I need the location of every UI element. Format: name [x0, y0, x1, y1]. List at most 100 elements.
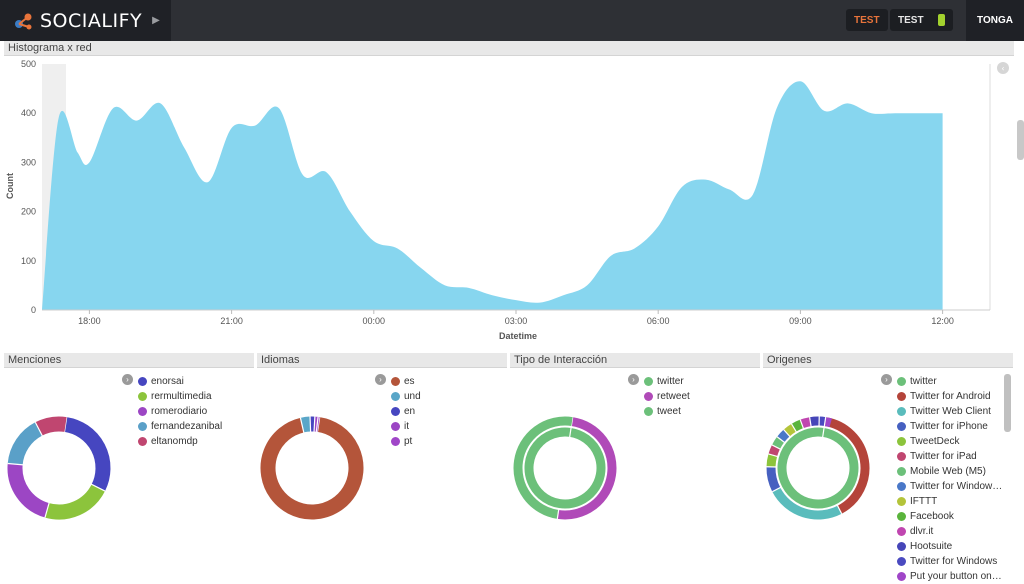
legend-toggle-icon[interactable]: › [375, 374, 386, 385]
legend-item[interactable]: twitter [644, 374, 690, 389]
status-swatch [938, 14, 945, 26]
legend-swatch [391, 407, 400, 416]
legend-item[interactable]: IFTTT [897, 494, 1002, 509]
legend-label: eltanomdp [151, 436, 198, 447]
brand-menu[interactable]: SOCIALIFY ▶ [0, 0, 171, 41]
legend-toggle-icon[interactable]: › [122, 374, 133, 385]
user-menu[interactable]: TONGA [966, 0, 1024, 41]
donut-slice[interactable] [819, 421, 825, 422]
chevron-right-icon: ▶ [152, 15, 160, 26]
donut-slice[interactable] [825, 422, 831, 423]
legend-item[interactable]: und [391, 389, 421, 404]
histogram-title: Histograma x red [4, 41, 1014, 56]
legend-item[interactable]: es [391, 374, 421, 389]
brand-name: SOCIALIFY [40, 10, 142, 32]
donut-slice[interactable] [802, 422, 811, 424]
legend-item[interactable]: it [391, 419, 421, 434]
x-tick-label: 03:00 [505, 316, 528, 326]
legend-swatch [391, 422, 400, 431]
legend-swatch [897, 557, 906, 566]
legend-item[interactable]: eltanomdp [138, 434, 222, 449]
legend-item[interactable]: fernandezanibal [138, 419, 222, 434]
legend-item[interactable]: Mobile Web (M5) [897, 464, 1002, 479]
test-toggle-button[interactable]: TEST [890, 9, 953, 31]
legend-swatch [138, 407, 147, 416]
donut-slice[interactable] [781, 433, 787, 439]
donut-hole [787, 437, 849, 499]
socialify-logo-icon [14, 11, 34, 31]
legend-label: und [404, 391, 421, 402]
legend-swatch [897, 452, 906, 461]
legend-item[interactable]: enorsai [138, 374, 222, 389]
legend-swatch [897, 407, 906, 416]
histogram-area [42, 81, 943, 310]
y-tick-label: 500 [21, 59, 36, 69]
x-tick-label: 21:00 [220, 316, 243, 326]
legend-swatch [897, 467, 906, 476]
legend-item[interactable]: Twitter for Window… [897, 479, 1002, 494]
legend-label: twitter [910, 376, 937, 387]
donut-hole [276, 432, 348, 504]
legend-item[interactable]: en [391, 404, 421, 419]
legend-item[interactable]: Twitter for iPhone [897, 419, 1002, 434]
legend-item[interactable]: tweet [644, 404, 690, 419]
x-tick-label: 09:00 [789, 316, 812, 326]
legend-item[interactable]: Twitter Web Client [897, 404, 1002, 419]
legend-label: enorsai [151, 376, 184, 387]
donut-hole [534, 437, 596, 499]
donut-slice[interactable] [302, 424, 310, 425]
x-axis-label: Datetime [499, 331, 537, 341]
x-tick-label: 18:00 [78, 316, 101, 326]
legend-item[interactable]: pt [391, 434, 421, 449]
legend-item[interactable]: TweetDeck [897, 434, 1002, 449]
legend-toggle-icon[interactable]: › [628, 374, 639, 385]
donut-slice[interactable] [794, 424, 802, 428]
legend-item[interactable]: Twitter for Android [897, 389, 1002, 404]
legend-label: fernandezanibal [151, 421, 222, 432]
panel-title: Idiomas [257, 353, 507, 368]
donut-chart [510, 413, 630, 533]
legend-label: es [404, 376, 415, 387]
collapse-arrow-icon[interactable]: ‹ [997, 62, 1009, 74]
donut-slice[interactable] [771, 455, 773, 467]
y-tick-label: 0 [31, 305, 36, 315]
donut-slice[interactable] [39, 424, 66, 429]
legend-swatch [897, 527, 906, 536]
legend-toggle-icon[interactable]: › [881, 374, 892, 385]
legend-label: Twitter for Android [910, 391, 991, 402]
page-scrollbar[interactable] [1017, 120, 1024, 160]
legend-item[interactable]: romerodiario [138, 404, 222, 419]
legend-swatch [644, 377, 653, 386]
legend-label: twitter [657, 376, 684, 387]
y-axis-label: Count [5, 173, 15, 199]
legend-label: Mobile Web (M5) [910, 466, 986, 477]
donut-slice[interactable] [771, 467, 776, 490]
legend-item[interactable]: dlvr.it [897, 524, 1002, 539]
legend-item[interactable]: Twitter for iPad [897, 449, 1002, 464]
donut-chart [763, 413, 883, 533]
donut-slice[interactable] [776, 439, 781, 446]
test-tag-button[interactable]: TEST [846, 9, 888, 31]
legend-item[interactable]: Facebook [897, 509, 1002, 524]
donut-slice[interactable] [787, 428, 794, 433]
x-tick-label: 12:00 [931, 316, 954, 326]
donut-slice[interactable] [810, 421, 819, 422]
legend-item[interactable]: twitter [897, 374, 1002, 389]
legend-item[interactable]: rermultimedia [138, 389, 222, 404]
y-tick-label: 200 [21, 207, 36, 217]
legend-swatch [138, 392, 147, 401]
legend-item[interactable]: Hootsuite [897, 539, 1002, 554]
legend-swatch [138, 377, 147, 386]
legend-label: en [404, 406, 415, 417]
legend-label: Hootsuite [910, 541, 952, 552]
test-toggle-label: TEST [898, 15, 924, 26]
legend-item[interactable]: retweet [644, 389, 690, 404]
legend-item[interactable]: Twitter for Windows [897, 554, 1002, 569]
legend-scrollbar[interactable] [1004, 374, 1011, 432]
donut-slice[interactable] [773, 447, 776, 455]
